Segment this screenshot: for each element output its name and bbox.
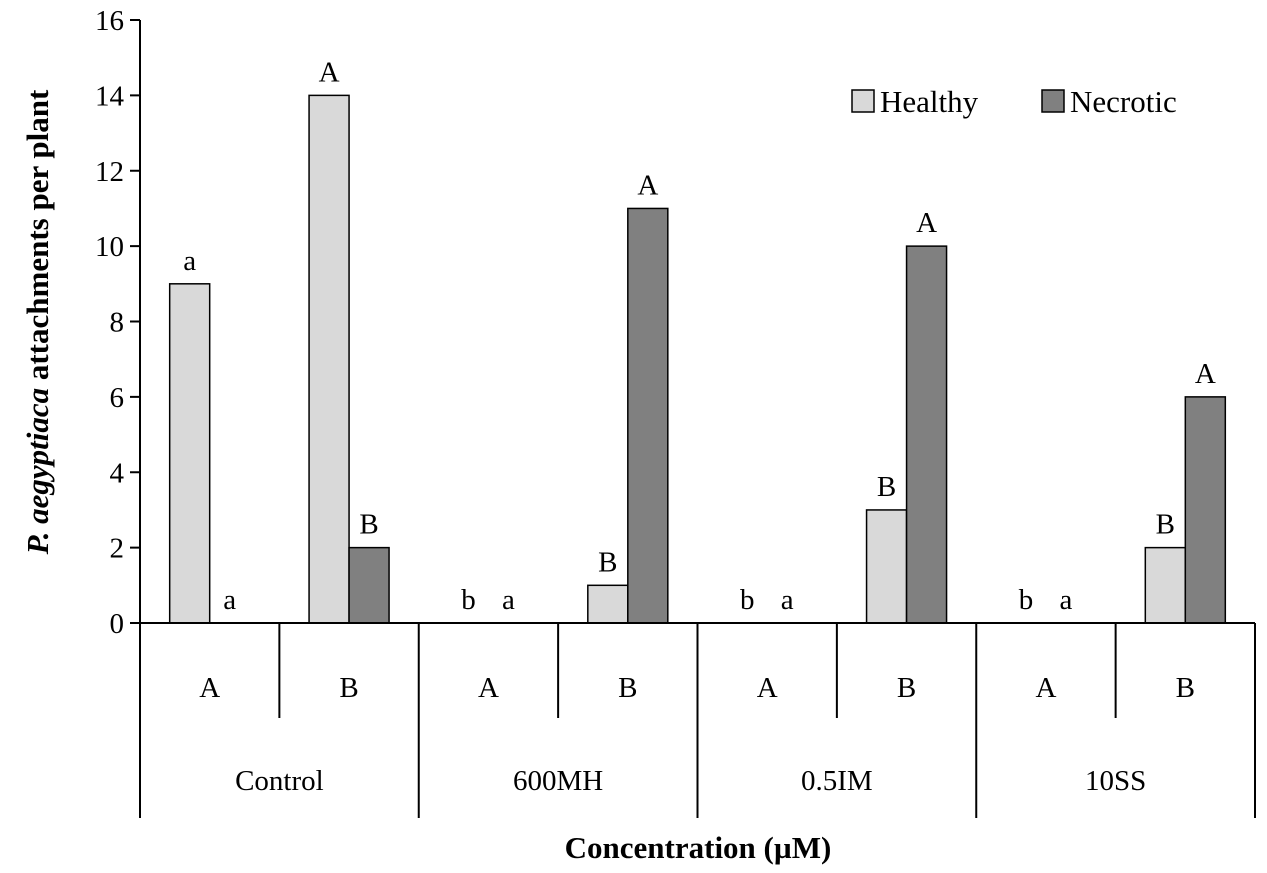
y-axis-title: P. aegyptiaca attachments per plant [20,89,55,555]
y-tick-label-2: 2 [110,533,125,565]
bar-healthy-1 [308,94,350,624]
group-label-0: Control [235,765,324,797]
bar-necrotic-1 [348,546,390,624]
y-tick-label-12: 12 [95,156,124,188]
sig-label-necrotic-4: a [781,584,794,616]
y-axis-title-rest: attachments per plant [20,89,55,388]
labels-layer: a Ab Bb Bb Ba Ba Aa Aa A 0 2 4 6 8 10 12 14 16 A B A B A B A B Con… [95,5,1216,797]
category-label-3: B [618,672,637,704]
bar-healthy-5 [865,509,908,624]
sig-label-healthy-3: B [598,546,617,578]
bar-healthy-0 [168,283,211,624]
legend: Healthy Necrotic [851,84,1177,119]
category-label-6: A [1035,672,1056,704]
category-label-5: B [897,672,916,704]
legend-label-necrotic: Necrotic [1070,84,1177,119]
sig-label-healthy-6: b [1019,584,1034,616]
bar-necrotic-3 [627,207,669,624]
y-axis-title-italic: P. aegyptiaca [20,388,55,555]
bar-healthy-3 [587,584,629,624]
y-tick-label-6: 6 [110,382,125,414]
y-tick-label-14: 14 [95,80,125,112]
group-label-2: 0.5IM [801,765,873,797]
sig-label-healthy-5: B [877,471,896,503]
group-label-1: 600MH [513,765,603,797]
sig-label-healthy-0: a [183,245,196,277]
sig-label-healthy-1: A [319,56,340,88]
y-tick-label-10: 10 [95,231,124,263]
sig-label-necrotic-3: A [637,169,658,201]
category-label-2: A [478,672,499,704]
bar-necrotic-7 [1184,396,1227,624]
legend-swatch-necrotic [1041,89,1065,113]
category-label-7: B [1176,672,1195,704]
category-label-0: A [199,672,220,704]
sig-label-necrotic-7: A [1195,358,1216,390]
group-label-3: 10SS [1085,765,1146,797]
y-tick-label-0: 0 [110,608,125,640]
category-label-1: B [339,672,358,704]
sig-label-necrotic-0: a [223,584,236,616]
y-tick-label-8: 8 [110,307,125,339]
sig-label-healthy-4: b [740,584,755,616]
sig-label-necrotic-5: A [916,207,937,239]
y-tick-label-16: 16 [95,5,124,37]
sig-label-necrotic-1: B [359,509,378,541]
bars-layer [168,94,1227,624]
bar-healthy-7 [1144,546,1187,624]
y-tick-label-4: 4 [110,457,125,489]
legend-label-healthy: Healthy [880,84,979,119]
category-label-4: A [757,672,778,704]
axes-layer [130,19,1256,818]
sig-label-necrotic-2: a [502,584,515,616]
sig-label-healthy-7: B [1156,509,1175,541]
bar-necrotic-5 [905,245,948,624]
sig-label-necrotic-6: a [1060,584,1073,616]
legend-swatch-healthy [851,89,875,113]
x-axis-title: Concentration (µM) [565,830,832,865]
sig-label-healthy-2: b [461,584,476,616]
